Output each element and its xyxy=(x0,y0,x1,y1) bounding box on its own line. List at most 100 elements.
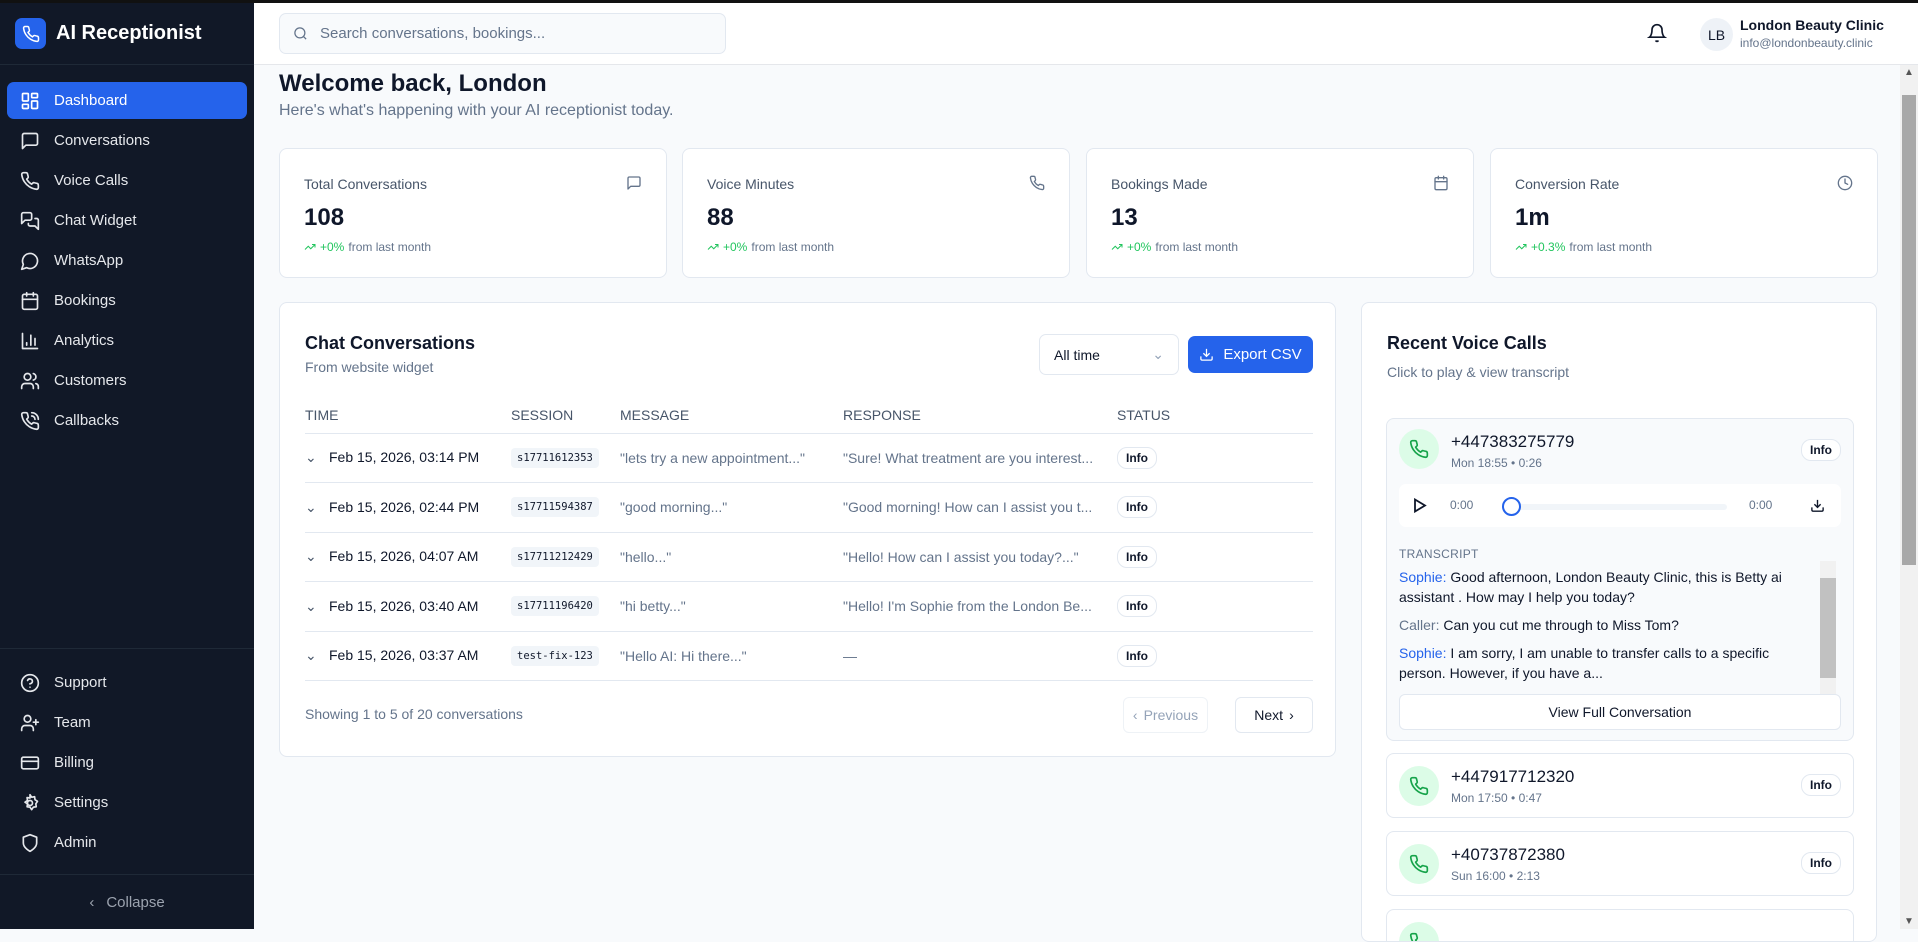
scroll-up-icon[interactable]: ▲ xyxy=(1904,67,1914,78)
notifications-button[interactable] xyxy=(1646,23,1668,48)
message-icon xyxy=(21,132,39,149)
utterance: Good afternoon, London Beauty Clinic, th… xyxy=(1399,569,1782,605)
sidebar-item-dashboard[interactable]: Dashboard xyxy=(7,82,247,119)
search-box[interactable] xyxy=(279,13,726,54)
status-badge: Info xyxy=(1117,496,1157,519)
chevron-down-icon[interactable]: ⌄ xyxy=(305,597,317,614)
user-menu[interactable]: London Beauty Clinic info@londonbeauty.c… xyxy=(1740,17,1884,50)
scrollbar-thumb[interactable] xyxy=(1902,95,1916,565)
sidebar-item-customers[interactable]: Customers xyxy=(7,362,247,399)
phone-icon xyxy=(1409,439,1429,459)
topbar: LB London Beauty Clinic info@londonbeaut… xyxy=(254,3,1918,65)
table-row[interactable]: ⌄ Feb 15, 2026, 03:40 AM s17711196420 "hi b… xyxy=(305,581,1313,632)
phone-icon xyxy=(1399,766,1439,806)
stat-card: Conversion Rate 1m +0.3% from last month xyxy=(1490,148,1878,278)
voice-call-item[interactable]: +40737872380 Sun 16:00 • 2:13 Info xyxy=(1386,831,1854,896)
stat-card: Voice Minutes 88 +0% from last month xyxy=(682,148,1070,278)
audio-player: 0:00 0:00 xyxy=(1399,484,1841,527)
utterance: Can you cut me through to Miss Tom? xyxy=(1439,617,1679,633)
stat-trend: +0.3% from last month xyxy=(1515,240,1853,254)
chevron-down-icon[interactable]: ⌄ xyxy=(305,498,317,515)
chevron-left-icon: ‹ xyxy=(89,893,95,911)
clock-icon xyxy=(1837,175,1853,191)
time-filter-value: All time xyxy=(1054,346,1100,363)
session-id: s17711612353 xyxy=(511,447,599,468)
sidebar-item-conversations[interactable]: Conversations xyxy=(7,122,247,159)
sidebar-item-support[interactable]: Support xyxy=(7,664,247,701)
time-filter-select[interactable]: All time ⌄ xyxy=(1039,334,1179,375)
export-label: Export CSV xyxy=(1223,346,1302,363)
whatsapp-icon xyxy=(20,252,39,270)
logo[interactable]: AI Receptionist xyxy=(0,3,254,65)
export-csv-button[interactable]: Export CSV xyxy=(1188,336,1313,373)
col-session: SESSION xyxy=(511,398,620,434)
sidebar-item-admin[interactable]: Admin xyxy=(7,824,247,861)
transcript-line: Sophie: Good afternoon, London Beauty Cl… xyxy=(1399,567,1819,607)
user-plus-icon xyxy=(20,714,40,731)
card-title: Recent Voice Calls xyxy=(1387,333,1547,353)
audio-progress-track[interactable] xyxy=(1508,504,1727,510)
voice-call-item[interactable] xyxy=(1386,909,1854,941)
sidebar-item-team[interactable]: Team xyxy=(7,704,247,741)
window-edge xyxy=(0,0,1918,3)
sidebar-item-settings[interactable]: Settings xyxy=(7,784,247,821)
status-badge: Info xyxy=(1801,852,1841,874)
table-row[interactable]: ⌄ Feb 15, 2026, 03:14 PM s17711612353 "lets… xyxy=(305,433,1313,483)
sidebar-item-voice-calls[interactable]: Voice Calls xyxy=(7,162,247,199)
page-title: Welcome back, London xyxy=(279,70,547,97)
table-row[interactable]: ⌄ Feb 15, 2026, 03:37 AM test-fix-123 "Hell… xyxy=(305,631,1313,681)
sidebar-item-bookings[interactable]: Bookings xyxy=(7,282,247,319)
avatar[interactable]: LB xyxy=(1700,18,1733,51)
card-subtitle: From website widget xyxy=(305,359,434,375)
audio-progress-handle[interactable] xyxy=(1502,497,1521,516)
stat-label: Voice Minutes xyxy=(707,176,795,192)
chevron-down-icon[interactable]: ⌄ xyxy=(305,449,317,466)
phone-icon xyxy=(15,18,46,49)
previous-button[interactable]: ‹ Previous xyxy=(1123,697,1208,733)
sidebar-item-analytics[interactable]: Analytics xyxy=(7,322,247,359)
col-response: RESPONSE xyxy=(843,398,1117,434)
row-time: Feb 15, 2026, 03:14 PM xyxy=(329,449,480,466)
call-meta: Mon 18:55 • 0:26 xyxy=(1451,456,1542,470)
page-scrollbar[interactable]: ▲ ▼ xyxy=(1900,65,1918,929)
chevron-down-icon[interactable]: ⌄ xyxy=(305,548,317,565)
sidebar-item-chat-widget[interactable]: Chat Widget xyxy=(7,202,247,239)
sidebar-item-label: Bookings xyxy=(54,292,116,309)
row-message: "Hello AI: Hi there..." xyxy=(620,631,843,681)
stat-trend: +0% from last month xyxy=(1111,240,1449,254)
transcript-scrollbar[interactable] xyxy=(1820,561,1836,711)
speaker: Caller: xyxy=(1399,617,1440,633)
stat-value: 1m xyxy=(1515,204,1550,231)
row-time: Feb 15, 2026, 02:44 PM xyxy=(329,498,480,515)
chevron-right-icon: › xyxy=(1289,707,1294,723)
status-badge: Info xyxy=(1801,439,1841,461)
transcript-label: TRANSCRIPT xyxy=(1399,547,1479,561)
download-icon[interactable] xyxy=(1810,498,1825,513)
next-button[interactable]: Next › xyxy=(1235,697,1313,733)
table-row[interactable]: ⌄ Feb 15, 2026, 02:44 PM s17711594387 "good… xyxy=(305,482,1313,533)
col-time: TIME xyxy=(305,398,511,434)
play-icon[interactable] xyxy=(1413,498,1427,513)
sidebar-item-billing[interactable]: Billing xyxy=(7,744,247,781)
phone-icon xyxy=(1399,922,1439,941)
chevron-down-icon[interactable]: ⌄ xyxy=(305,647,317,664)
row-response: "Hello! I'm Sophie from the London Be... xyxy=(843,581,1117,632)
search-input[interactable] xyxy=(320,25,700,42)
sidebar-item-label: Billing xyxy=(54,754,95,771)
scroll-down-icon[interactable]: ▼ xyxy=(1904,916,1914,927)
stat-change: +0.3% xyxy=(1531,240,1566,254)
user-name: London Beauty Clinic xyxy=(1740,17,1884,33)
collapse-button[interactable]: ‹ Collapse xyxy=(0,874,254,929)
chevron-left-icon: ‹ xyxy=(1132,707,1138,723)
scrollbar-thumb[interactable] xyxy=(1820,578,1836,678)
voice-call-item-expanded[interactable]: +447383275779 Mon 18:55 • 0:26 Info 0:00… xyxy=(1386,418,1854,741)
view-full-conversation-button[interactable]: View Full Conversation xyxy=(1399,694,1841,730)
sidebar-item-whatsapp[interactable]: WhatsApp xyxy=(7,242,247,279)
table-row[interactable]: ⌄ Feb 15, 2026, 04:07 AM s17711212429 "hell… xyxy=(305,532,1313,582)
download-icon xyxy=(1200,348,1214,361)
dashboard-icon xyxy=(21,92,39,109)
sidebar-item-callbacks[interactable]: Callbacks xyxy=(7,402,247,439)
stat-value: 13 xyxy=(1111,204,1138,231)
voice-call-item[interactable]: +447917712320 Mon 17:50 • 0:47 Info xyxy=(1386,753,1854,818)
phone-callback-icon xyxy=(20,411,40,430)
